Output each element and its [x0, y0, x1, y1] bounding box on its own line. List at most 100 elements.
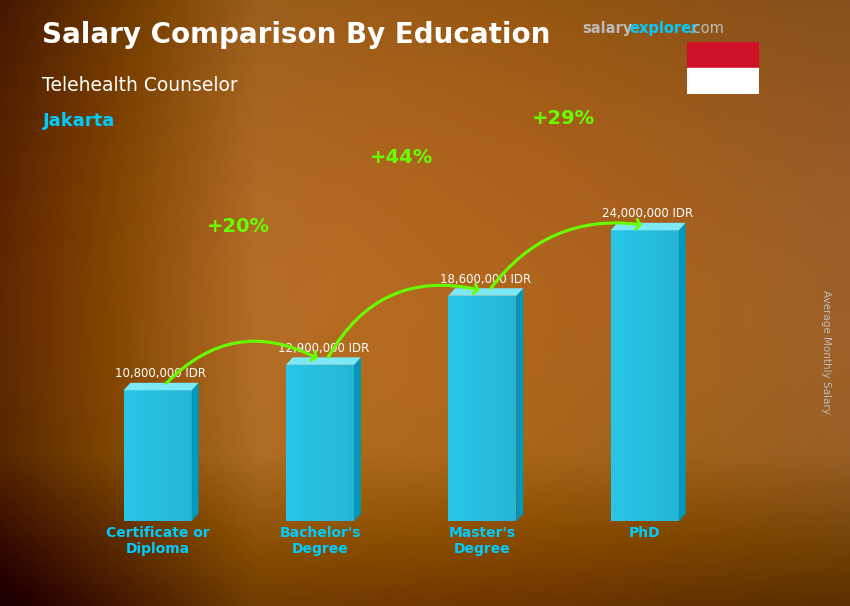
Polygon shape: [309, 365, 311, 521]
Polygon shape: [493, 296, 495, 521]
Polygon shape: [182, 390, 184, 521]
Polygon shape: [344, 365, 346, 521]
Text: 10,800,000 IDR: 10,800,000 IDR: [116, 367, 207, 380]
Polygon shape: [662, 230, 664, 521]
Polygon shape: [175, 390, 177, 521]
Polygon shape: [192, 383, 199, 521]
Polygon shape: [502, 296, 503, 521]
Polygon shape: [135, 390, 137, 521]
Polygon shape: [351, 365, 353, 521]
Polygon shape: [152, 390, 154, 521]
Polygon shape: [304, 365, 306, 521]
Polygon shape: [323, 365, 325, 521]
Polygon shape: [137, 390, 139, 521]
Polygon shape: [156, 390, 157, 521]
Polygon shape: [349, 365, 351, 521]
Polygon shape: [674, 230, 676, 521]
Polygon shape: [643, 230, 644, 521]
Polygon shape: [614, 230, 615, 521]
Polygon shape: [316, 365, 318, 521]
Polygon shape: [128, 390, 130, 521]
Polygon shape: [320, 365, 321, 521]
Polygon shape: [491, 296, 493, 521]
Polygon shape: [503, 296, 505, 521]
Polygon shape: [180, 390, 182, 521]
Polygon shape: [150, 390, 152, 521]
Text: 24,000,000 IDR: 24,000,000 IDR: [603, 207, 694, 220]
Polygon shape: [163, 390, 165, 521]
Polygon shape: [313, 365, 314, 521]
Polygon shape: [311, 365, 313, 521]
Polygon shape: [147, 390, 149, 521]
Polygon shape: [648, 230, 649, 521]
Polygon shape: [473, 296, 475, 521]
Polygon shape: [507, 296, 508, 521]
Polygon shape: [485, 296, 487, 521]
Polygon shape: [475, 296, 477, 521]
Polygon shape: [629, 230, 631, 521]
Polygon shape: [472, 296, 473, 521]
Polygon shape: [500, 296, 501, 521]
Text: 12,900,000 IDR: 12,900,000 IDR: [278, 342, 369, 355]
Polygon shape: [627, 230, 629, 521]
Polygon shape: [127, 390, 128, 521]
Polygon shape: [624, 230, 626, 521]
Polygon shape: [289, 365, 291, 521]
Polygon shape: [321, 365, 323, 521]
Polygon shape: [292, 365, 294, 521]
Polygon shape: [337, 365, 339, 521]
Bar: [687, 68, 759, 94]
Polygon shape: [512, 296, 513, 521]
Polygon shape: [453, 296, 455, 521]
Polygon shape: [287, 365, 289, 521]
Polygon shape: [460, 296, 462, 521]
Polygon shape: [456, 296, 458, 521]
Polygon shape: [332, 365, 334, 521]
Text: .com: .com: [688, 21, 724, 36]
Polygon shape: [620, 230, 622, 521]
Polygon shape: [177, 390, 178, 521]
Polygon shape: [451, 296, 453, 521]
Polygon shape: [341, 365, 343, 521]
Polygon shape: [510, 296, 512, 521]
Polygon shape: [612, 230, 614, 521]
Polygon shape: [294, 365, 296, 521]
Polygon shape: [318, 365, 320, 521]
Polygon shape: [482, 296, 484, 521]
Polygon shape: [651, 230, 653, 521]
Polygon shape: [303, 365, 304, 521]
Polygon shape: [172, 390, 173, 521]
Polygon shape: [467, 296, 468, 521]
Polygon shape: [354, 358, 361, 521]
Polygon shape: [455, 296, 456, 521]
Polygon shape: [610, 230, 612, 521]
Polygon shape: [659, 230, 660, 521]
Polygon shape: [123, 383, 199, 390]
Polygon shape: [513, 296, 515, 521]
Polygon shape: [666, 230, 667, 521]
Polygon shape: [515, 296, 517, 521]
Polygon shape: [671, 230, 672, 521]
Polygon shape: [149, 390, 150, 521]
Text: salary: salary: [582, 21, 632, 36]
Polygon shape: [669, 230, 671, 521]
Polygon shape: [343, 365, 344, 521]
Polygon shape: [125, 390, 127, 521]
Polygon shape: [178, 390, 180, 521]
Polygon shape: [631, 230, 632, 521]
Polygon shape: [477, 296, 479, 521]
Polygon shape: [463, 296, 465, 521]
Polygon shape: [489, 296, 491, 521]
Text: Salary Comparison By Education: Salary Comparison By Education: [42, 21, 551, 49]
Polygon shape: [622, 230, 624, 521]
Polygon shape: [610, 223, 686, 230]
Polygon shape: [480, 296, 482, 521]
Polygon shape: [458, 296, 460, 521]
Text: Average Monthly Salary: Average Monthly Salary: [821, 290, 831, 413]
Polygon shape: [184, 390, 185, 521]
Polygon shape: [187, 390, 189, 521]
Polygon shape: [298, 365, 299, 521]
Polygon shape: [167, 390, 168, 521]
Polygon shape: [142, 390, 144, 521]
Polygon shape: [634, 230, 636, 521]
